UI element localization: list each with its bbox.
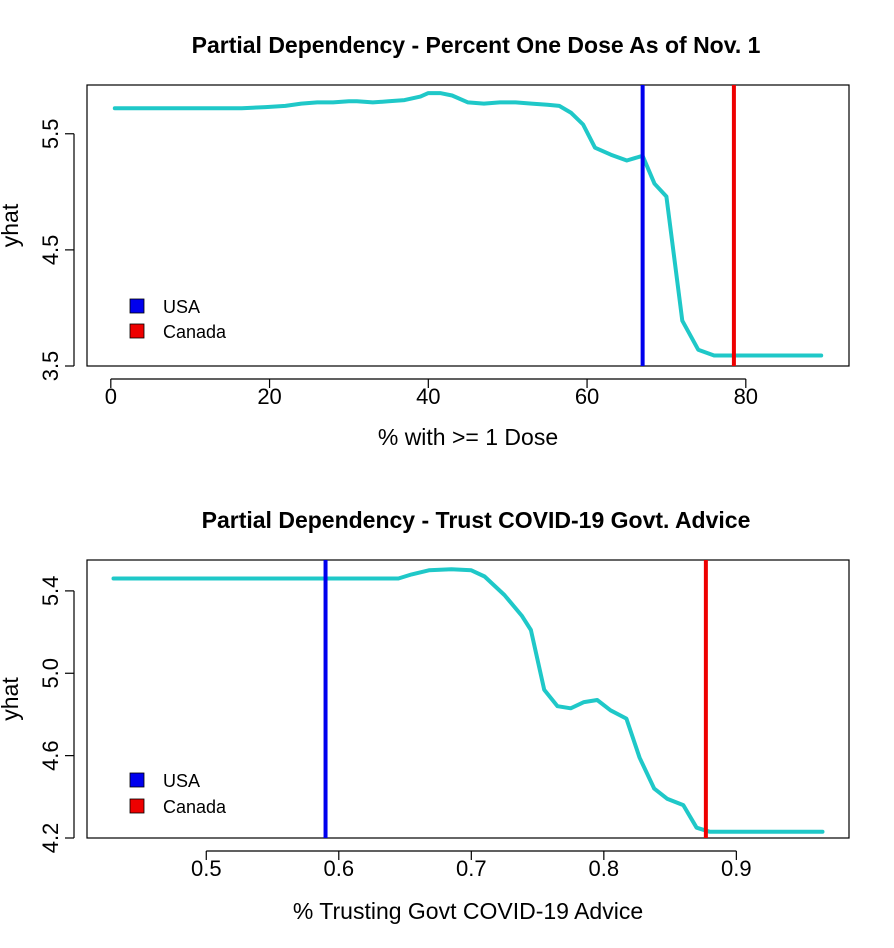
x-tick-label: 40: [416, 384, 440, 409]
legend-label-canada: Canada: [163, 322, 227, 342]
x-axis: 0 20 40 60 80: [105, 378, 758, 409]
x-tick-label: 0: [105, 384, 117, 409]
legend-swatch-usa: [129, 298, 145, 314]
y-axis: 3.5 4.5 5.5: [38, 118, 75, 382]
legend-label-canada: Canada: [163, 797, 227, 817]
chart-title: Partial Dependency - Trust COVID-19 Govt…: [202, 507, 751, 533]
x-tick-label: 60: [575, 384, 599, 409]
y-axis-title: yhat: [0, 677, 23, 721]
plot-frame: [86, 559, 850, 839]
chart-2: Partial Dependency - Trust COVID-19 Govt…: [0, 507, 850, 924]
chart-title: Partial Dependency - Percent One Dose As…: [192, 32, 761, 58]
y-tick-label: 4.2: [38, 823, 63, 854]
plot-frame: [86, 84, 850, 367]
partial-dependency-line: [112, 91, 824, 358]
legend-swatch-canada: [129, 798, 145, 814]
y-tick-label: 4.5: [38, 235, 63, 266]
chart-1: Partial Dependency - Percent One Dose As…: [0, 32, 850, 450]
x-tick-label: 0.8: [589, 856, 620, 881]
legend-swatch-usa: [129, 772, 145, 788]
x-tick-label: 0.6: [323, 856, 354, 881]
x-tick-label: 20: [257, 384, 281, 409]
legend-label-usa: USA: [163, 771, 200, 791]
x-axis-title: % Trusting Govt COVID-19 Advice: [293, 898, 643, 924]
y-tick-label: 4.6: [38, 740, 63, 771]
legend-swatch-canada: [129, 323, 145, 339]
partial-dependency-line: [111, 567, 825, 834]
y-tick-label: 5.0: [38, 658, 63, 689]
x-tick-label: 0.7: [456, 856, 487, 881]
y-tick-label: 3.5: [38, 351, 63, 382]
x-tick-label: 0.5: [191, 856, 222, 881]
x-tick-label: 0.9: [721, 856, 752, 881]
x-tick-label: 80: [734, 384, 758, 409]
x-axis: 0.5 0.6 0.7 0.8 0.9: [191, 850, 752, 881]
legend: USA Canada: [129, 297, 227, 342]
x-axis-title: % with >= 1 Dose: [378, 424, 558, 450]
y-tick-label: 5.5: [38, 118, 63, 149]
y-axis-title: yhat: [0, 203, 23, 247]
legend-label-usa: USA: [163, 297, 200, 317]
y-tick-label: 5.4: [38, 576, 63, 607]
y-axis: 4.2 4.6 5.0 5.4: [38, 576, 75, 854]
legend: USA Canada: [129, 771, 227, 817]
